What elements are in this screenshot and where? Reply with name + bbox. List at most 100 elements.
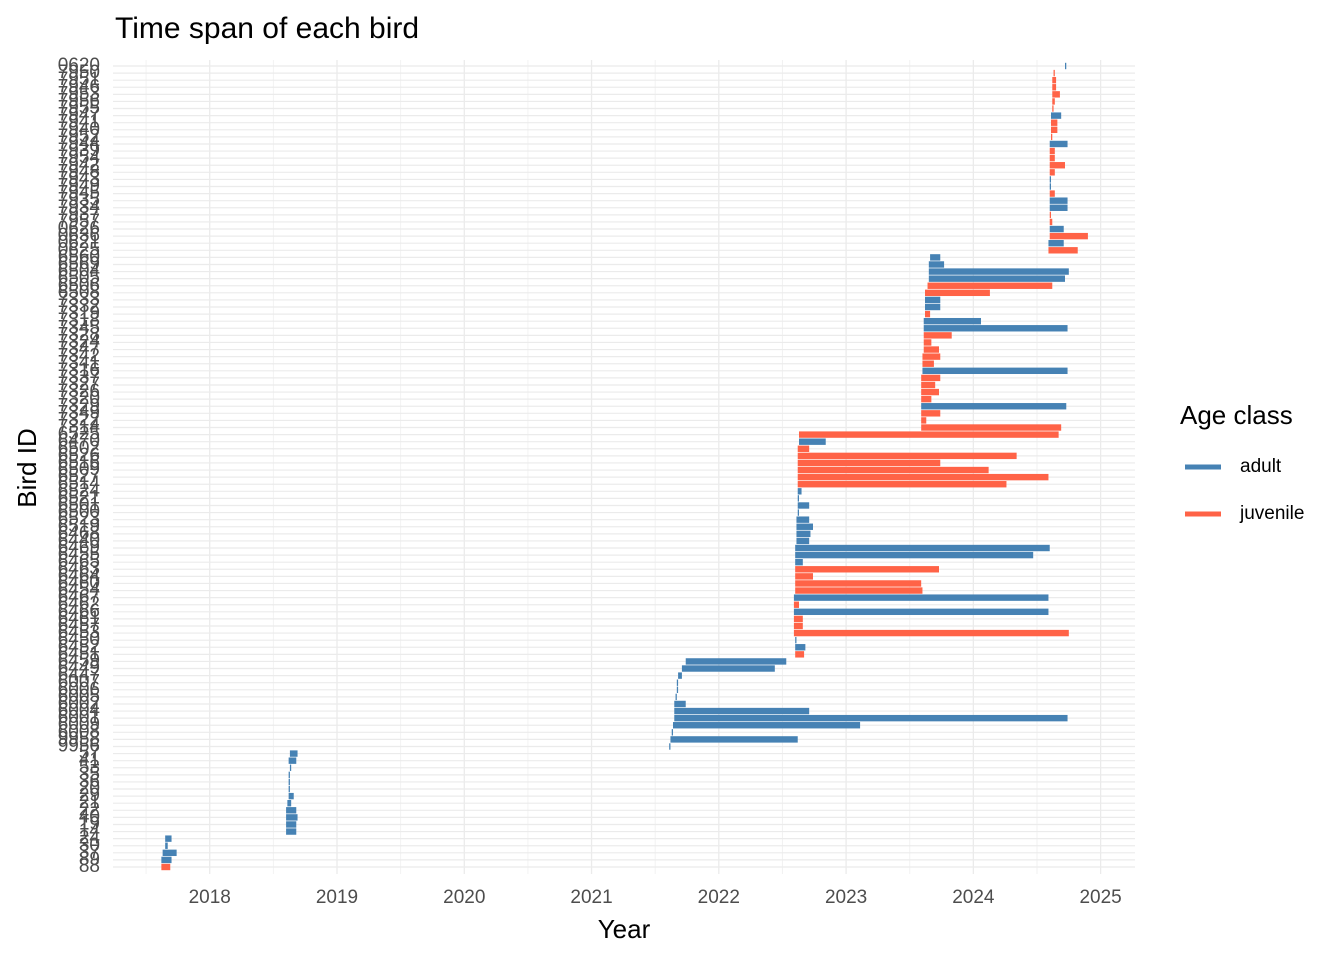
y-tick-label: 6463 [58, 558, 100, 579]
bar [923, 332, 952, 339]
x-tick-label: 2024 [952, 887, 995, 908]
y-tick-label: 7342 [58, 346, 100, 367]
bar [1051, 133, 1053, 141]
y-tick-label: 7341 [58, 353, 100, 374]
legend-label: adult [1240, 456, 1282, 477]
bar [286, 828, 297, 835]
y-tick-label: 7314 [58, 417, 101, 438]
bar [1049, 190, 1055, 197]
bar [923, 346, 939, 353]
x-tick-label: 2022 [698, 887, 740, 908]
y-tick-label: 7324 [58, 331, 101, 352]
y-tick-label: 30 [79, 835, 100, 856]
bar [793, 608, 1049, 616]
y-tick-label: 6006 [58, 679, 100, 700]
y-tick-label: 7937 [58, 204, 100, 225]
bar [288, 771, 290, 779]
bar [795, 636, 797, 644]
bar [797, 459, 941, 467]
y-tick-label: 7952 [58, 126, 100, 147]
bar [1052, 105, 1054, 112]
bar [288, 792, 294, 800]
x-tick-label: 2021 [570, 887, 612, 908]
y-tick-label: 6451 [58, 643, 100, 664]
y-tick-label: 6464 [58, 565, 101, 586]
y-tick-label: 6461 [58, 608, 100, 629]
bar [797, 481, 1007, 488]
y-tick-label: 24 [79, 828, 101, 849]
y-tick-label: 7945 [58, 183, 100, 204]
x-tick-label: 2020 [443, 887, 485, 908]
bar [1065, 62, 1067, 70]
y-tick-label: 6459 [58, 650, 100, 671]
bar [678, 672, 682, 679]
y-axis-label: Bird ID [12, 428, 42, 507]
bar [1051, 126, 1058, 133]
y-tick-label: 7327 [58, 374, 100, 395]
y-tick-label: 7345 [58, 317, 100, 338]
bar [1049, 176, 1051, 183]
bar [675, 693, 677, 701]
y-tick-label: 6447 [58, 665, 100, 686]
bar [796, 516, 810, 523]
bar [1049, 147, 1055, 155]
y-tick-label: 6452 [58, 636, 100, 657]
bar [674, 714, 1068, 722]
bar [1049, 140, 1068, 148]
y-tick-label: 7947 [58, 105, 100, 126]
bar [673, 722, 861, 729]
y-tick-label: 6001 [58, 707, 100, 728]
bar [921, 410, 941, 417]
y-tick-label: 22 [79, 799, 100, 820]
y-tick-label: 7951 [58, 69, 100, 90]
bar [795, 580, 922, 587]
bar [1049, 204, 1068, 211]
bar [928, 261, 945, 268]
y-tick-label: 6009 [58, 714, 100, 735]
bar [923, 325, 1068, 332]
bar [795, 544, 1050, 552]
bar [795, 573, 813, 580]
bar [930, 254, 941, 261]
bar [1048, 247, 1078, 254]
bar [1049, 232, 1088, 240]
y-tick-label: 6527 [58, 466, 100, 487]
y-tick-label: 6500 [58, 502, 100, 523]
y-tick-label: 7946 [58, 76, 100, 97]
bar [165, 835, 172, 842]
y-tick-label: 6457 [58, 615, 100, 636]
bar [799, 431, 1059, 438]
bar [793, 601, 799, 608]
y-tick-label: 6569 [58, 253, 100, 274]
y-tick-label: 7939 [58, 140, 100, 161]
bar [670, 736, 798, 743]
y-tick-label: 7944 [58, 133, 101, 154]
y-tick-label: 6468 [58, 523, 100, 544]
bar [676, 679, 679, 686]
y-tick-label: 7935 [58, 190, 100, 211]
bar [289, 750, 298, 757]
bar [922, 367, 1068, 375]
y-tick-label: 7322 [58, 409, 100, 430]
x-tick-label: 2019 [316, 887, 358, 908]
y-tick-label: 0626 [58, 218, 100, 239]
y-tick-label: 14 [79, 821, 101, 842]
chart-title: Time span of each bird [115, 12, 419, 45]
x-tick-label: 2025 [1079, 887, 1121, 908]
y-tick-label: 6454 [58, 580, 101, 601]
y-tick-label: 9956 [58, 736, 100, 757]
y-tick-label: 0620 [58, 55, 100, 76]
y-tick-label: 89 [79, 849, 100, 870]
bar [1049, 169, 1055, 176]
y-tick-label: 6516 [58, 452, 100, 473]
y-tick-label: 6007 [58, 672, 100, 693]
bar [797, 466, 989, 474]
y-tick-label: 6560 [58, 246, 100, 267]
x-tick-label: 2018 [189, 887, 231, 908]
bar [669, 743, 671, 750]
y-tick-label: 6509 [58, 459, 100, 480]
bar [796, 530, 811, 538]
bar [799, 438, 826, 445]
bar [681, 665, 775, 672]
